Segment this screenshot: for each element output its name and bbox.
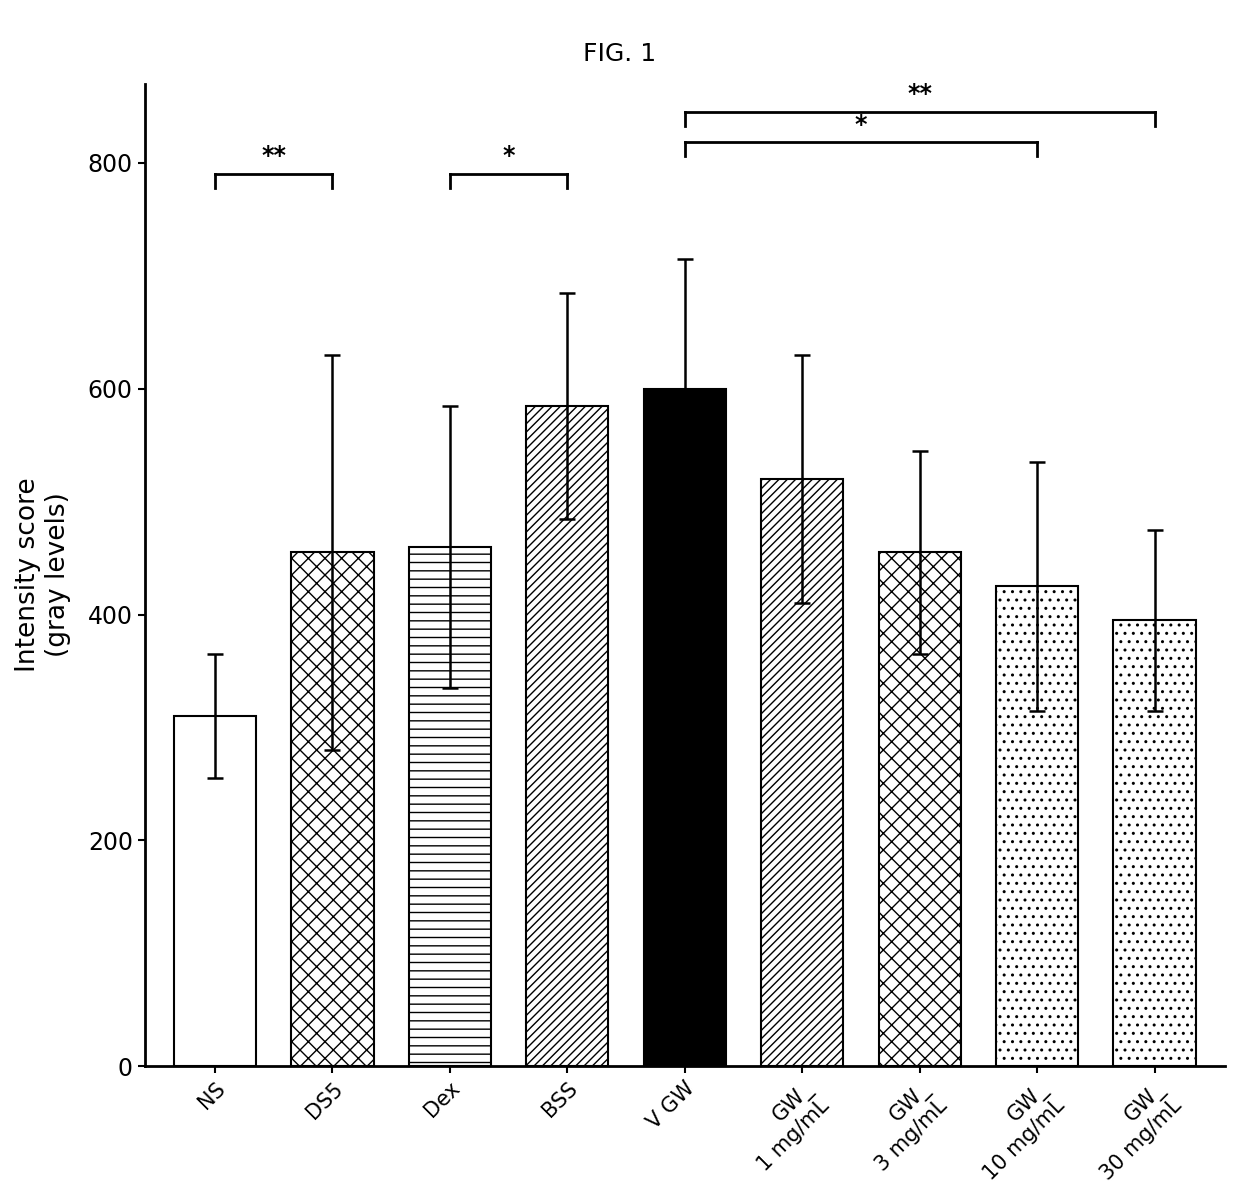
Bar (879, 553, 961, 1066)
Text: *: * (854, 113, 867, 137)
Y-axis label: Intensity score
(gray levels): Intensity score (gray levels) (15, 477, 71, 673)
Bar (526, 405, 609, 1066)
Bar (174, 716, 257, 1066)
Bar (1114, 620, 1195, 1066)
Text: FIG. 1: FIG. 1 (584, 42, 656, 66)
Bar (409, 547, 491, 1066)
Bar (644, 388, 725, 1066)
Bar (996, 586, 1079, 1066)
Bar (761, 480, 843, 1066)
Bar (291, 553, 373, 1066)
Text: **: ** (262, 144, 286, 168)
Text: *: * (502, 144, 515, 168)
Text: **: ** (908, 83, 932, 107)
